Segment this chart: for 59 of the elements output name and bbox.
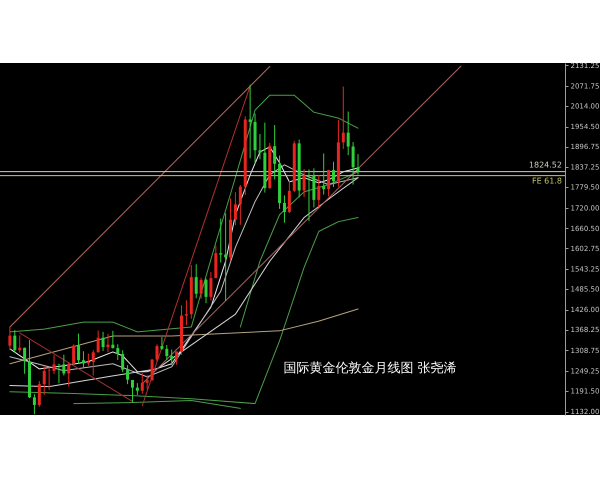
candlestick [302, 168, 306, 198]
candlestick [92, 350, 95, 376]
candlestick [38, 380, 41, 408]
candlestick [57, 363, 60, 384]
candlestick [121, 350, 124, 373]
candlestick [234, 192, 237, 226]
candlestick [288, 180, 291, 214]
candlestick [352, 141, 355, 186]
candlestick [322, 152, 326, 196]
candlestick [342, 86, 345, 150]
candlestick [72, 344, 76, 366]
candlestick [317, 174, 320, 208]
candlestick [48, 366, 51, 390]
candlestick [77, 333, 80, 364]
candlestick [111, 330, 114, 349]
annotation: 国际黄金伦敦金月线图 张尧浠 [284, 360, 457, 376]
candlestick [140, 372, 144, 394]
ref-line-label: 1824.52 [528, 160, 562, 170]
candlestick [200, 277, 203, 300]
candlestick [13, 330, 16, 354]
candlestick [155, 344, 158, 362]
candlestick [184, 300, 188, 326]
candlestick [23, 346, 26, 374]
candlestick [238, 184, 242, 226]
candlestick [8, 326, 12, 350]
candlestick [332, 161, 335, 188]
candlestick [194, 264, 198, 299]
candlestick [346, 111, 350, 156]
candlestick [62, 354, 66, 376]
candlestick [67, 362, 70, 388]
candlestick [165, 344, 168, 360]
candlestick [356, 154, 360, 176]
candlestick [116, 344, 120, 360]
candlestick [175, 350, 178, 366]
ref-line-label: FE 61.8 [532, 176, 562, 186]
candlestick [130, 380, 134, 402]
candlestick [273, 124, 276, 180]
candlestick [82, 350, 85, 368]
candlestick [42, 365, 46, 396]
candlestick [136, 382, 139, 396]
candlestick [204, 278, 208, 304]
line-series [9, 94, 359, 332]
candlestick [160, 336, 164, 350]
candlestick [327, 169, 330, 197]
candlestick [32, 394, 36, 415]
candlestick [282, 194, 286, 224]
candlestick [248, 84, 252, 159]
candlestick [224, 212, 228, 302]
candlestick [106, 333, 110, 353]
candlestick [52, 354, 56, 374]
candlestick [219, 218, 222, 264]
candlestick [86, 353, 90, 366]
candlestick [102, 331, 105, 352]
candlestick [170, 349, 174, 366]
candlestick [146, 374, 149, 390]
candlestick [126, 364, 130, 385]
candlestick [150, 358, 154, 382]
candlestick [209, 271, 212, 301]
candlestick [96, 330, 100, 354]
